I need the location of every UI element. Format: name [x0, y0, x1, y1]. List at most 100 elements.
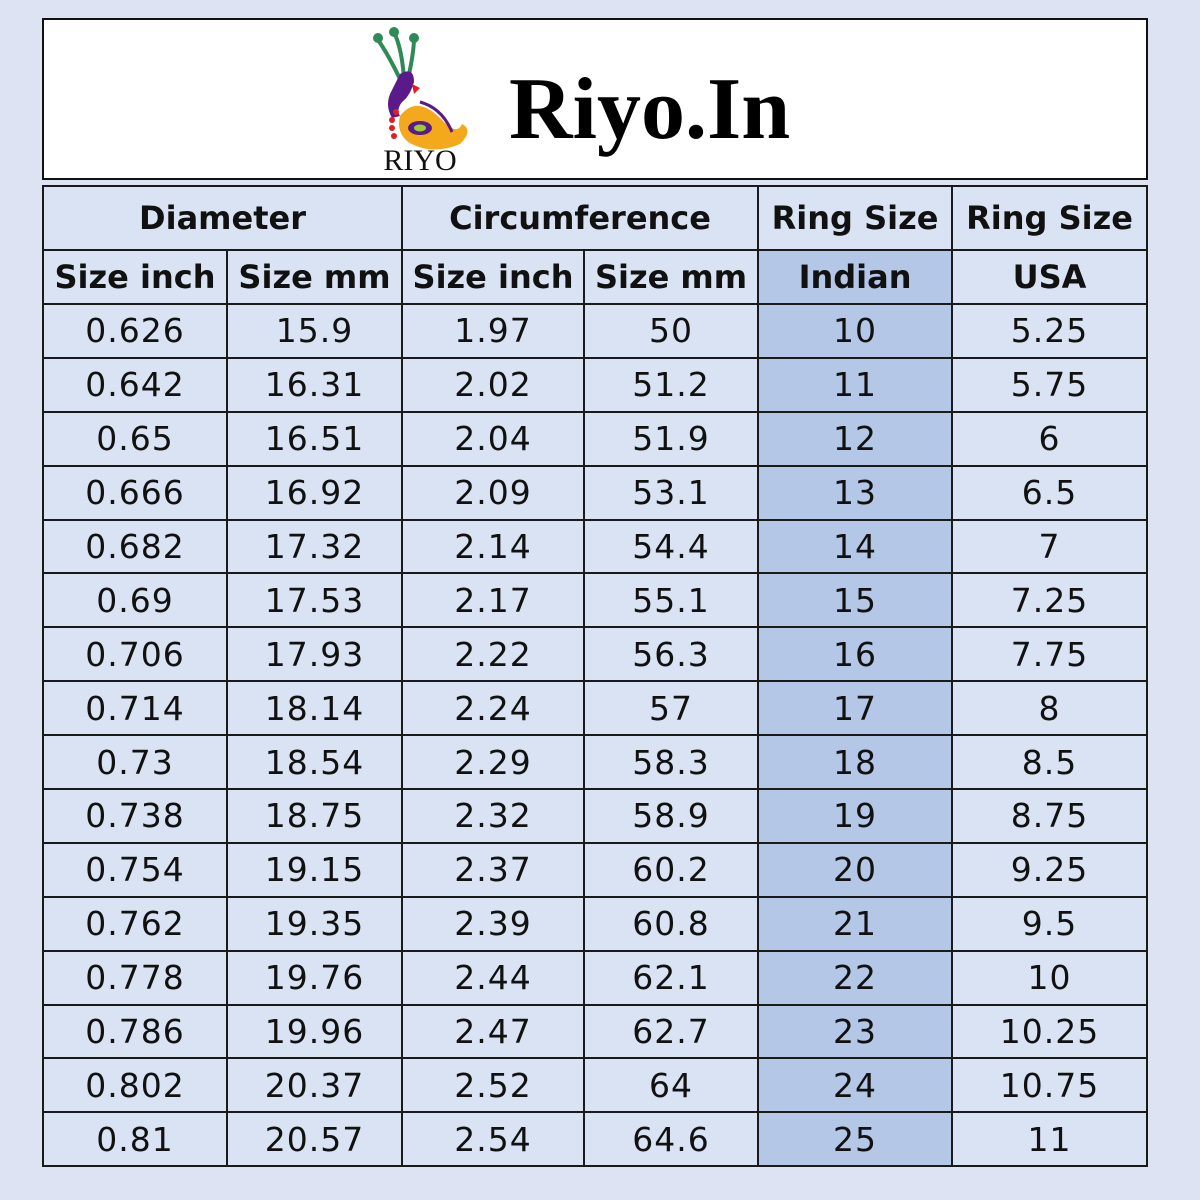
cell-diameter-inch: 0.738	[42, 788, 228, 844]
cell-indian-size: 12	[757, 410, 954, 467]
cell-indian-size: 19	[757, 788, 954, 844]
cell-circumference-inch: 2.54	[401, 1111, 586, 1168]
cell-circumference-inch: 2.29	[401, 734, 586, 791]
cell-circumference-inch: 2.14	[401, 518, 586, 575]
cell-diameter-inch: 0.762	[42, 895, 228, 952]
cell-usa-size: 7.25	[951, 572, 1149, 629]
cell-circumference-inch: 2.47	[401, 1003, 586, 1060]
table-row: 0.73 18.54 2.29 58.3 18 8.5	[42, 734, 1149, 791]
cell-circumference-mm: 64.6	[583, 1111, 760, 1168]
cell-diameter-mm: 18.75	[225, 788, 404, 844]
cell-circumference-mm: 58.9	[583, 788, 760, 844]
subheader-usa: USA	[951, 249, 1149, 305]
header-circumference: Circumference	[401, 185, 760, 251]
cell-usa-size: 11	[951, 1111, 1149, 1168]
cell-diameter-mm: 17.93	[225, 626, 404, 683]
cell-circumference-mm: 62.1	[583, 949, 760, 1006]
table-row: 0.802 20.37 2.52 64 24 10.75	[42, 1057, 1149, 1114]
cell-indian-size: 16	[757, 626, 954, 683]
table-body: 0.626 15.9 1.97 50 10 5.25 0.642 16.31 2.02 51.2 1…	[42, 303, 1149, 1168]
table-row: 0.778 19.76 2.44 62.1 22 10	[42, 949, 1149, 1006]
header-ring-size-usa: Ring Size	[951, 185, 1149, 251]
cell-diameter-mm: 16.31	[225, 356, 404, 413]
cell-indian-size: 23	[757, 1003, 954, 1060]
cell-diameter-mm: 19.76	[225, 949, 404, 1006]
cell-usa-size: 5.25	[951, 303, 1149, 359]
table-row: 0.69 17.53 2.17 55.1 15 7.25	[42, 572, 1149, 629]
table-row: 0.762 19.35 2.39 60.8 21 9.5	[42, 895, 1149, 952]
cell-indian-size: 14	[757, 518, 954, 575]
subheader-circumference-mm: Size mm	[583, 249, 760, 305]
cell-circumference-inch: 2.32	[401, 788, 586, 844]
cell-circumference-inch: 1.97	[401, 303, 586, 359]
cell-indian-size: 22	[757, 949, 954, 1006]
cell-diameter-inch: 0.682	[42, 518, 228, 575]
cell-diameter-mm: 18.54	[225, 734, 404, 791]
cell-diameter-mm: 19.96	[225, 1003, 404, 1060]
cell-diameter-inch: 0.73	[42, 734, 228, 791]
subheader-circumference-inch: Size inch	[401, 249, 586, 305]
cell-diameter-inch: 0.666	[42, 464, 228, 521]
cell-usa-size: 10.75	[951, 1057, 1149, 1114]
cell-usa-size: 6.5	[951, 464, 1149, 521]
cell-diameter-inch: 0.786	[42, 1003, 228, 1060]
cell-usa-size: 8.75	[951, 788, 1149, 844]
cell-circumference-inch: 2.39	[401, 895, 586, 952]
cell-circumference-mm: 51.9	[583, 410, 760, 467]
cell-circumference-mm: 55.1	[583, 572, 760, 629]
cell-diameter-inch: 0.778	[42, 949, 228, 1006]
cell-circumference-mm: 53.1	[583, 464, 760, 521]
table-row: 0.714 18.14 2.24 57 17 8	[42, 680, 1149, 737]
cell-diameter-inch: 0.81	[42, 1111, 228, 1168]
cell-indian-size: 21	[757, 895, 954, 952]
table-row: 0.666 16.92 2.09 53.1 13 6.5	[42, 464, 1149, 521]
table-row: 0.738 18.75 2.32 58.9 19 8.75	[42, 788, 1149, 844]
cell-indian-size: 10	[757, 303, 954, 359]
cell-circumference-inch: 2.37	[401, 841, 586, 898]
cell-diameter-inch: 0.65	[42, 410, 228, 467]
cell-diameter-mm: 19.35	[225, 895, 404, 952]
subheader-diameter-mm: Size mm	[225, 249, 404, 305]
cell-diameter-mm: 15.9	[225, 303, 404, 359]
cell-usa-size: 10.25	[951, 1003, 1149, 1060]
cell-circumference-mm: 57	[583, 680, 760, 737]
cell-diameter-mm: 20.37	[225, 1057, 404, 1114]
cell-indian-size: 20	[757, 841, 954, 898]
cell-usa-size: 9.25	[951, 841, 1149, 898]
cell-diameter-inch: 0.706	[42, 626, 228, 683]
cell-circumference-mm: 60.8	[583, 895, 760, 952]
header-ring-size-indian: Ring Size	[757, 185, 954, 251]
table-row: 0.682 17.32 2.14 54.4 14 7	[42, 518, 1149, 575]
cell-indian-size: 17	[757, 680, 954, 737]
cell-circumference-inch: 2.52	[401, 1057, 586, 1114]
cell-indian-size: 15	[757, 572, 954, 629]
logo-wordmark: RIYO	[383, 144, 456, 174]
table-row: 0.706 17.93 2.22 56.3 16 7.75	[42, 626, 1149, 683]
cell-diameter-inch: 0.714	[42, 680, 228, 737]
cell-indian-size: 18	[757, 734, 954, 791]
subheader-indian: Indian	[757, 249, 954, 305]
cell-indian-size: 11	[757, 356, 954, 413]
cell-circumference-inch: 2.44	[401, 949, 586, 1006]
riyo-peacock-logo: RIYO	[373, 27, 468, 174]
cell-circumference-mm: 62.7	[583, 1003, 760, 1060]
cell-circumference-mm: 64	[583, 1057, 760, 1114]
header-diameter: Diameter	[41, 185, 404, 251]
cell-indian-size: 13	[757, 464, 954, 521]
cell-indian-size: 24	[757, 1057, 954, 1114]
site-title: Riyo.In	[509, 61, 791, 158]
cell-circumference-inch: 2.02	[401, 356, 586, 413]
cell-circumference-inch: 2.24	[401, 680, 586, 737]
cell-diameter-inch: 0.642	[42, 356, 228, 413]
cell-diameter-inch: 0.69	[42, 572, 228, 629]
cell-circumference-inch: 2.17	[401, 572, 586, 629]
cell-diameter-mm: 18.14	[225, 680, 404, 737]
cell-usa-size: 6	[951, 410, 1149, 467]
table-row: 0.626 15.9 1.97 50 10 5.25	[42, 303, 1149, 359]
cell-circumference-mm: 51.2	[583, 356, 760, 413]
cell-diameter-mm: 16.51	[225, 410, 404, 467]
cell-circumference-mm: 60.2	[583, 841, 760, 898]
subheader-diameter-inch: Size inch	[42, 249, 228, 305]
table-row: 0.754 19.15 2.37 60.2 20 9.25	[42, 841, 1149, 898]
brand-header: RIYO Riyo.In	[42, 18, 1148, 180]
